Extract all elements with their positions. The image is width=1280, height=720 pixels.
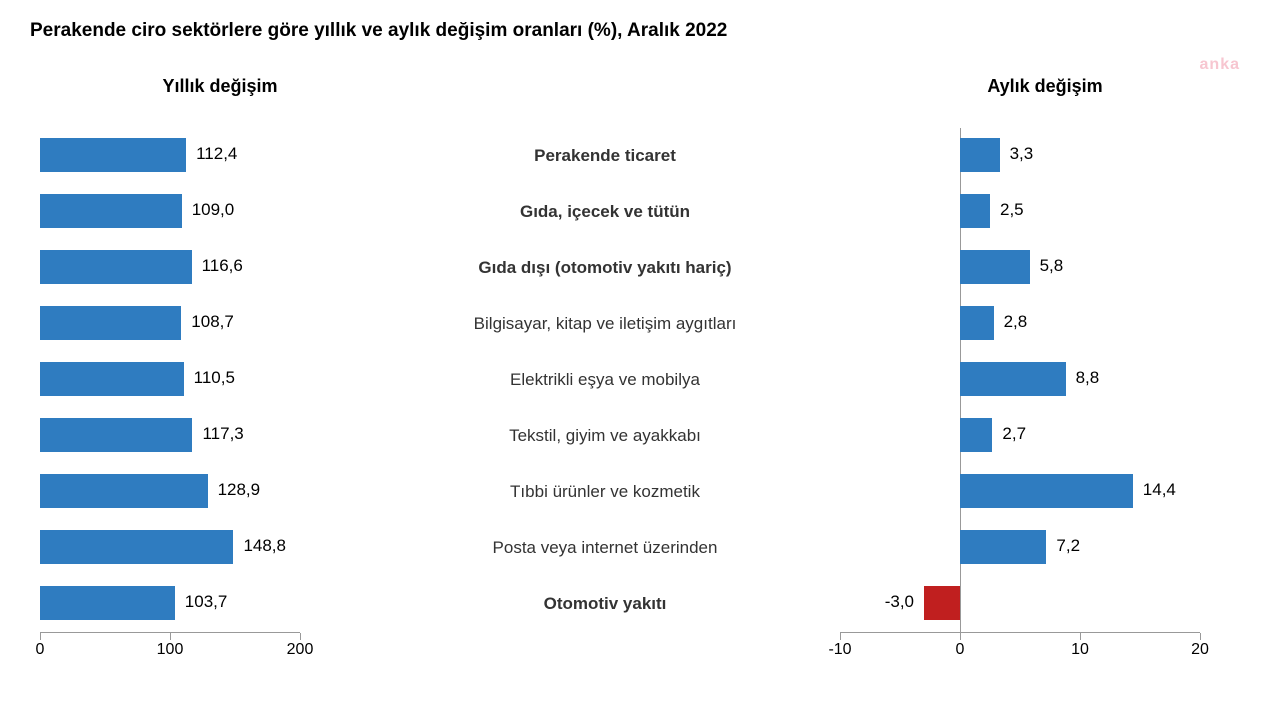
annual-bar — [40, 418, 192, 452]
annual-bar — [40, 586, 175, 620]
annual-row: 116,6 — [30, 240, 390, 296]
zero-line-segment — [960, 576, 961, 632]
chart-main-title: Perakende ciro sektörlere göre yıllık ve… — [30, 20, 1250, 42]
annual-bar — [40, 530, 233, 564]
annual-value-label: 108,7 — [191, 312, 234, 332]
axis-tick — [1080, 633, 1081, 640]
annual-bar — [40, 138, 186, 172]
charts-row: Yıllık değişim 112,4 109,0 116,6 108,7 110,5… — [30, 76, 1250, 663]
axis-tick-label: 0 — [36, 641, 45, 659]
annual-bar — [40, 250, 192, 284]
axis-tick — [960, 633, 961, 640]
axis-tick-label: -10 — [828, 641, 851, 659]
annual-value-label: 117,3 — [202, 424, 243, 444]
center-spacer — [390, 76, 820, 100]
monthly-bar — [960, 306, 994, 340]
monthly-bar — [924, 586, 960, 620]
annual-row: 109,0 — [30, 184, 390, 240]
watermark-text: anka — [1200, 56, 1240, 74]
annual-chart: Yıllık değişim 112,4 109,0 116,6 108,7 110,5… — [30, 76, 390, 663]
annual-value-label: 116,6 — [202, 256, 243, 276]
monthly-value-label: 2,7 — [1002, 424, 1026, 444]
monthly-row: 7,2 — [820, 520, 1230, 576]
annual-value-label: 110,5 — [194, 368, 235, 388]
annual-bar — [40, 362, 184, 396]
monthly-value-label: 8,8 — [1076, 368, 1100, 388]
monthly-row: -3,0 — [820, 576, 1230, 632]
category-label: Posta veya internet üzerinden — [390, 520, 820, 576]
annual-value-label: 103,7 — [185, 592, 228, 612]
axis-tick — [1200, 633, 1201, 640]
annual-bar — [40, 306, 181, 340]
axis-tick — [40, 633, 41, 640]
axis-tick — [300, 633, 301, 640]
axis-tick-label: 0 — [956, 641, 965, 659]
annual-title: Yıllık değişim — [30, 76, 390, 100]
monthly-x-axis: -1001020 — [840, 632, 1200, 663]
center-axis-spacer — [390, 632, 820, 662]
monthly-value-label: 5,8 — [1040, 256, 1064, 276]
category-labels-column: Perakende ticaretGıda, içecek ve tütünGı… — [390, 76, 820, 663]
axis-tick-label: 100 — [157, 641, 184, 659]
monthly-bar — [960, 474, 1133, 508]
monthly-bar — [960, 250, 1030, 284]
monthly-bar — [960, 362, 1066, 396]
annual-value-label: 112,4 — [196, 144, 237, 164]
annual-row: 103,7 — [30, 576, 390, 632]
monthly-row: 3,3 — [820, 128, 1230, 184]
monthly-value-label: 2,8 — [1004, 312, 1028, 332]
category-label: Bilgisayar, kitap ve iletişim aygıtları — [390, 296, 820, 352]
monthly-value-label: 2,5 — [1000, 200, 1024, 220]
annual-row: 117,3 — [30, 408, 390, 464]
category-label: Gıda, içecek ve tütün — [390, 184, 820, 240]
category-label: Perakende ticaret — [390, 128, 820, 184]
monthly-chart: Aylık değişim 3,3 2,5 5,8 2,8 8,8 2,7 14,4 7,2 -… — [820, 76, 1230, 663]
monthly-bar — [960, 530, 1046, 564]
monthly-title: Aylık değişim — [820, 76, 1230, 100]
axis-tick — [170, 633, 171, 640]
axis-tick-label: 20 — [1191, 641, 1209, 659]
monthly-row: 2,7 — [820, 408, 1230, 464]
annual-row: 112,4 — [30, 128, 390, 184]
monthly-bar — [960, 194, 990, 228]
annual-row: 110,5 — [30, 352, 390, 408]
annual-bar — [40, 194, 182, 228]
category-label: Gıda dışı (otomotiv yakıtı hariç) — [390, 240, 820, 296]
annual-value-label: 128,9 — [218, 480, 261, 500]
axis-tick-label: 200 — [287, 641, 314, 659]
monthly-bar — [960, 138, 1000, 172]
annual-row: 108,7 — [30, 296, 390, 352]
axis-tick — [840, 633, 841, 640]
chart-container: Perakende ciro sektörlere göre yıllık ve… — [0, 0, 1280, 720]
category-label: Tekstil, giyim ve ayakkabı — [390, 408, 820, 464]
monthly-row: 8,8 — [820, 352, 1230, 408]
annual-bar — [40, 474, 208, 508]
monthly-bar — [960, 418, 992, 452]
category-label: Tıbbi ürünler ve kozmetik — [390, 464, 820, 520]
category-label: Otomotiv yakıtı — [390, 576, 820, 632]
monthly-value-label: 14,4 — [1143, 480, 1176, 500]
monthly-value-label: -3,0 — [885, 592, 914, 612]
category-label: Elektrikli eşya ve mobilya — [390, 352, 820, 408]
annual-x-axis: 0100200 — [40, 632, 300, 663]
axis-tick-label: 10 — [1071, 641, 1089, 659]
monthly-row: 2,5 — [820, 184, 1230, 240]
annual-row: 128,9 — [30, 464, 390, 520]
annual-row: 148,8 — [30, 520, 390, 576]
annual-value-label: 148,8 — [243, 536, 286, 556]
monthly-value-label: 7,2 — [1056, 536, 1080, 556]
monthly-value-label: 3,3 — [1010, 144, 1034, 164]
annual-value-label: 109,0 — [192, 200, 235, 220]
monthly-row: 5,8 — [820, 240, 1230, 296]
monthly-row: 2,8 — [820, 296, 1230, 352]
monthly-row: 14,4 — [820, 464, 1230, 520]
